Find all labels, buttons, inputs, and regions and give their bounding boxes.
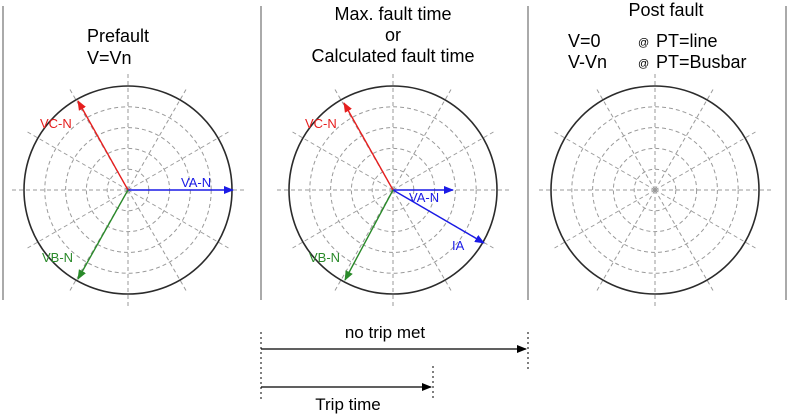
postfault-row1-at: @: [638, 37, 649, 49]
label-va-fault: VA-N: [409, 190, 439, 205]
polar-grid-postfault-spoke: [554, 131, 656, 191]
polar-grid-postfault-ring: [592, 127, 718, 253]
fault-title-line2: or: [385, 25, 401, 45]
polar-grid-fault-spoke: [392, 89, 452, 191]
label-ia-fault: IA: [452, 238, 465, 253]
polar-grid-prefault-spoke: [127, 189, 229, 249]
polar-grid-postfault-spoke: [654, 189, 756, 249]
label-vc-fault: VC-N: [305, 116, 337, 131]
polar-grid-fault-ring: [330, 127, 456, 253]
phasor-vb-prefault: [77, 189, 129, 280]
fault-title-line1: Max. fault time: [334, 4, 451, 24]
label-va-prefault: VA-N: [181, 175, 211, 190]
polar-grid-prefault-spoke: [127, 89, 187, 191]
timeline: no trip met Trip time: [260, 323, 529, 414]
panel-fault: Max. fault time or Calculated fault time…: [277, 4, 509, 306]
label-vb-prefault: VB-N: [42, 250, 73, 265]
postfault-row2-v: V-Vn: [568, 52, 607, 72]
polar-grid-postfault-ring: [633, 168, 677, 212]
no-trip-label: no trip met: [345, 323, 426, 342]
phasor-vc-prefault: [77, 100, 129, 191]
phasor-vc-fault: [343, 102, 394, 191]
panel-prefault: Prefault V=Vn VA-N VC-N VB-N: [12, 26, 244, 306]
polar-grid-prefault-spoke: [127, 131, 229, 191]
postfault-row1-pt: PT=line: [656, 31, 718, 51]
label-vb-fault: VB-N: [309, 250, 340, 265]
fault-title-line3: Calculated fault time: [311, 46, 474, 66]
polar-grid-prefault-spoke: [27, 189, 129, 249]
polar-grid-fault-spoke: [392, 131, 494, 191]
polar-grid-fault-outer-circle: [288, 85, 498, 295]
polar-grid-fault-spoke: [334, 189, 394, 291]
polar-grid-postfault-spoke: [654, 89, 714, 191]
polar-grid-postfault-spoke: [596, 189, 656, 291]
polar-grid-prefault-spoke: [27, 131, 129, 191]
polar-grid-fault-spoke: [392, 189, 452, 291]
polar-grid-postfault-spoke: [554, 189, 656, 249]
polar-grid-postfault: [539, 74, 771, 306]
polar-grid-postfault-spoke: [596, 89, 656, 191]
phasor-ia-fault: [392, 189, 485, 244]
polar-grid-fault-spoke: [292, 131, 394, 191]
panel-postfault: Post fault V=0 @ PT=line V-Vn @ PT=Busba…: [539, 0, 771, 306]
polar-grid-fault-spoke: [292, 189, 394, 249]
polar-grid-postfault-ring: [612, 147, 698, 233]
postfault-row2-pt: PT=Busbar: [656, 52, 747, 72]
polar-grid-postfault-spoke: [654, 131, 756, 191]
polar-grid-postfault-outer-circle: [550, 85, 760, 295]
label-vc-prefault: VC-N: [40, 116, 72, 131]
polar-grid-prefault-spoke: [127, 189, 187, 291]
polar-grid-postfault-spoke: [654, 189, 714, 291]
polar-grid-postfault-ring: [571, 106, 739, 274]
prefault-subtitle: V=Vn: [87, 48, 132, 68]
postfault-row2-at: @: [638, 58, 649, 70]
trip-time-label: Trip time: [315, 395, 381, 414]
phasor-vb-fault: [344, 189, 394, 281]
postfault-title: Post fault: [628, 0, 703, 20]
polar-grid-fault-ring: [309, 106, 477, 274]
prefault-title: Prefault: [87, 26, 149, 46]
postfault-row1-v: V=0: [568, 31, 601, 51]
